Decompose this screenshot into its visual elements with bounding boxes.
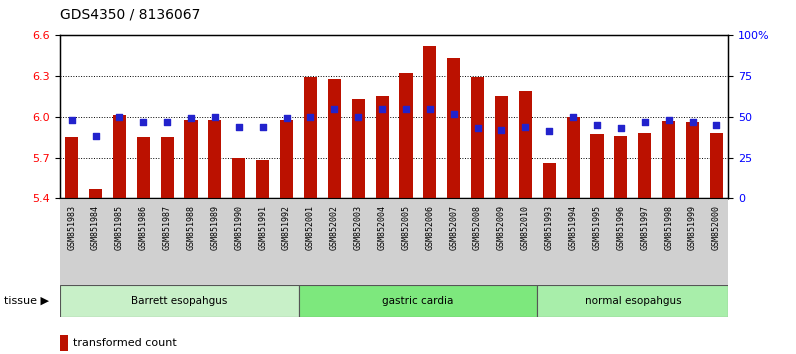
Bar <box>298 285 537 317</box>
Point <box>471 125 484 131</box>
Text: GSM852005: GSM852005 <box>401 205 411 250</box>
Text: GSM851983: GSM851983 <box>67 205 76 250</box>
Bar <box>137 137 150 198</box>
Text: GSM852006: GSM852006 <box>425 205 435 250</box>
Point <box>274 230 287 236</box>
Text: GSM851989: GSM851989 <box>210 205 220 250</box>
Text: gastric cardia: gastric cardia <box>382 296 454 306</box>
Bar <box>495 96 508 198</box>
Bar <box>591 135 603 198</box>
Text: GSM852007: GSM852007 <box>449 205 458 250</box>
Bar <box>543 163 556 198</box>
Text: GSM851996: GSM851996 <box>616 205 626 250</box>
Text: GSM851988: GSM851988 <box>186 205 196 250</box>
Text: GSM852004: GSM852004 <box>377 205 387 250</box>
Point <box>185 116 197 121</box>
Text: GSM851993: GSM851993 <box>544 205 554 250</box>
Bar <box>400 73 412 198</box>
Text: tissue ▶: tissue ▶ <box>4 296 49 306</box>
Point <box>209 114 221 120</box>
Bar <box>256 160 269 198</box>
Bar <box>304 78 317 198</box>
Point <box>304 114 317 120</box>
Point <box>376 106 388 112</box>
Bar <box>185 120 197 198</box>
Text: GSM851994: GSM851994 <box>568 205 578 250</box>
Bar <box>65 137 78 198</box>
Bar <box>232 158 245 198</box>
Bar <box>60 336 68 351</box>
Text: GSM851998: GSM851998 <box>664 205 673 250</box>
Text: transformed count: transformed count <box>72 338 177 348</box>
Text: GSM851985: GSM851985 <box>115 205 124 250</box>
Bar <box>161 137 174 198</box>
Point <box>400 106 412 112</box>
Bar <box>423 46 436 198</box>
Text: GDS4350 / 8136067: GDS4350 / 8136067 <box>60 7 200 21</box>
Text: GSM851991: GSM851991 <box>258 205 267 250</box>
Bar <box>567 117 579 198</box>
Point <box>686 119 699 125</box>
Text: GSM851997: GSM851997 <box>640 205 650 250</box>
Bar <box>519 91 532 198</box>
Point <box>543 129 556 134</box>
Point <box>615 125 627 131</box>
Text: GSM851986: GSM851986 <box>139 205 148 250</box>
Text: GSM852003: GSM852003 <box>353 205 363 250</box>
Bar <box>638 133 651 198</box>
Point <box>662 117 675 123</box>
Point <box>519 124 532 130</box>
Text: GSM852010: GSM852010 <box>521 205 530 250</box>
Point <box>65 117 78 123</box>
Text: normal esopahgus: normal esopahgus <box>584 296 681 306</box>
Point <box>232 124 245 130</box>
Text: GSM852002: GSM852002 <box>330 205 339 250</box>
Bar <box>328 79 341 198</box>
Bar <box>710 133 723 198</box>
Point <box>328 106 341 112</box>
Text: Barrett esopahgus: Barrett esopahgus <box>131 296 228 306</box>
Text: GSM851999: GSM851999 <box>688 205 697 250</box>
Bar <box>376 96 388 198</box>
Bar <box>89 189 102 198</box>
Point <box>447 111 460 116</box>
Bar <box>209 120 221 198</box>
Point <box>352 114 365 120</box>
Point <box>423 106 436 112</box>
Text: GSM851992: GSM851992 <box>282 205 291 250</box>
Text: GSM851984: GSM851984 <box>91 205 100 250</box>
Point <box>638 119 651 125</box>
Bar <box>686 122 699 198</box>
Text: GSM852001: GSM852001 <box>306 205 315 250</box>
Point <box>89 133 102 139</box>
Bar <box>352 99 365 198</box>
Bar <box>471 78 484 198</box>
Bar <box>662 121 675 198</box>
Point <box>495 127 508 133</box>
Text: GSM851995: GSM851995 <box>592 205 602 250</box>
Point <box>567 114 579 120</box>
Bar <box>113 115 126 198</box>
Point <box>280 116 293 121</box>
Text: GSM852008: GSM852008 <box>473 205 482 250</box>
Text: GSM852000: GSM852000 <box>712 205 721 250</box>
Text: GSM852009: GSM852009 <box>497 205 506 250</box>
Text: GSM851987: GSM851987 <box>162 205 172 250</box>
Point <box>113 114 126 120</box>
Bar <box>447 58 460 198</box>
Bar <box>60 285 298 317</box>
Point <box>256 124 269 130</box>
Point <box>591 122 603 128</box>
Bar <box>537 285 728 317</box>
Bar <box>615 136 627 198</box>
Point <box>137 119 150 125</box>
Text: GSM851990: GSM851990 <box>234 205 244 250</box>
Point <box>710 122 723 128</box>
Point <box>161 119 174 125</box>
Bar <box>280 120 293 198</box>
